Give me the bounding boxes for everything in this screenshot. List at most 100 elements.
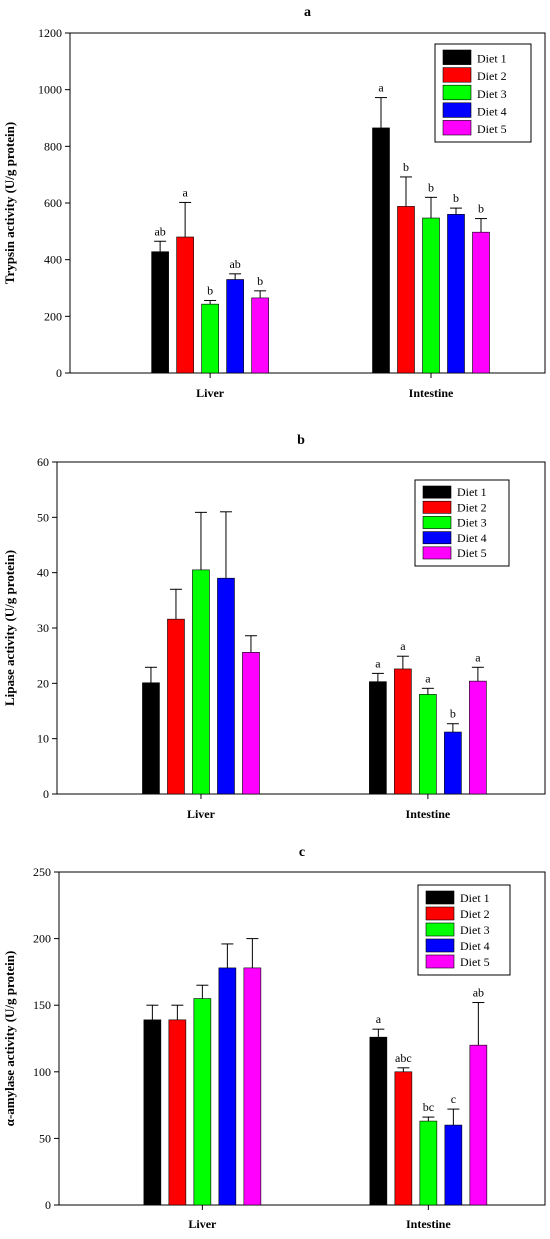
significance-label: a — [375, 656, 381, 670]
bar — [444, 1124, 463, 1206]
significance-label: a — [376, 1012, 382, 1026]
bar — [251, 297, 269, 374]
category-label: Intestine — [406, 807, 451, 821]
significance-label: a — [475, 650, 481, 664]
legend-swatch — [425, 938, 455, 953]
legend-swatch — [422, 500, 452, 514]
significance-label: ab — [473, 986, 484, 1000]
legend-entry: Diet 2 — [460, 907, 490, 921]
bar — [472, 231, 490, 374]
legend-entry: Diet 5 — [460, 955, 490, 969]
bar — [394, 1071, 413, 1206]
significance-label: b — [207, 283, 213, 297]
legend-swatch — [425, 906, 455, 921]
bar — [142, 682, 160, 795]
significance-label: a — [425, 671, 431, 685]
y-axis-label: Trypsin activity (U/g protein) — [2, 122, 17, 284]
bar — [217, 577, 235, 795]
y-tick-label: 400 — [44, 253, 62, 267]
legend-entry: Diet 1 — [477, 52, 507, 66]
panel-title: a — [304, 5, 311, 20]
y-tick-label: 20 — [37, 676, 49, 690]
bar — [444, 731, 462, 795]
y-tick-label: 600 — [44, 196, 62, 210]
bar — [168, 1019, 187, 1206]
legend-swatch — [442, 49, 472, 65]
legend-entry: Diet 3 — [460, 923, 490, 937]
significance-label: b — [450, 707, 456, 721]
y-tick-label: 150 — [33, 998, 51, 1012]
bar — [192, 569, 210, 795]
legend-swatch — [425, 922, 455, 937]
bar — [469, 680, 487, 795]
y-tick-label: 1200 — [38, 26, 62, 40]
bar — [242, 652, 260, 795]
y-tick-label: 30 — [37, 621, 49, 635]
y-axis-label: α-amylase activity (U/g protein) — [2, 951, 17, 1127]
y-tick-label: 60 — [37, 455, 49, 469]
legend-entry: Diet 4 — [460, 939, 490, 953]
bar — [151, 251, 169, 374]
significance-label: c — [451, 1092, 456, 1106]
legend-entry: Diet 2 — [457, 500, 487, 514]
legend-entry: Diet 1 — [457, 485, 487, 499]
y-tick-label: 40 — [37, 566, 49, 580]
legend-entry: Diet 3 — [477, 87, 507, 101]
legend-entry: Diet 3 — [457, 516, 487, 530]
legend-swatch — [422, 546, 452, 560]
bar — [167, 618, 185, 795]
panel-title: c — [299, 845, 305, 860]
category-label: Liver — [188, 1217, 217, 1231]
bar — [226, 279, 244, 374]
y-tick-label: 0 — [56, 366, 62, 380]
legend-swatch — [442, 84, 472, 101]
y-tick-label: 200 — [33, 932, 51, 946]
y-tick-label: 1000 — [38, 83, 62, 97]
bar — [369, 681, 387, 795]
significance-label: a — [378, 81, 384, 95]
y-tick-label: 100 — [33, 1065, 51, 1079]
y-tick-label: 250 — [33, 865, 51, 879]
y-tick-label: 50 — [39, 1131, 51, 1145]
legend-entry: Diet 5 — [457, 546, 487, 560]
bar — [201, 303, 219, 374]
legend-swatch — [442, 120, 472, 136]
legend-swatch — [442, 67, 472, 83]
significance-label: b — [403, 160, 409, 174]
legend-entry: Diet 2 — [477, 69, 507, 83]
category-label: Intestine — [409, 386, 454, 400]
significance-label: a — [182, 185, 188, 199]
legend-swatch — [422, 531, 452, 545]
bar — [218, 967, 237, 1206]
bar — [176, 236, 194, 374]
plot-frame — [58, 871, 546, 1206]
category-label: Liver — [196, 386, 225, 400]
y-tick-label: 0 — [43, 787, 49, 801]
bar — [419, 694, 437, 795]
significance-label: bc — [423, 1100, 434, 1114]
bar — [469, 1044, 488, 1206]
panel-title: b — [297, 433, 305, 448]
significance-label: b — [257, 274, 263, 288]
bar — [394, 668, 412, 795]
bar — [369, 1036, 388, 1206]
y-tick-label: 800 — [44, 139, 62, 153]
legend-swatch — [425, 954, 455, 969]
significance-label: ab — [154, 224, 165, 238]
bar — [419, 1120, 438, 1206]
legend-swatch — [422, 485, 452, 499]
legend-swatch — [422, 516, 452, 529]
panel-b: b 0 10 20 30 40 50 60 Lipase activity (U/g prote… — [2, 433, 546, 821]
category-label: Liver — [187, 807, 216, 821]
bar — [422, 217, 440, 374]
significance-label: ab — [229, 257, 240, 271]
legend-swatch — [442, 102, 472, 118]
significance-label: b — [478, 202, 484, 216]
bar — [193, 998, 212, 1206]
significance-label: a — [400, 639, 406, 653]
panel-a: a 0 200 400 600 800 1000 1200 Trypsin activity (… — [2, 5, 546, 400]
y-tick-label: 200 — [44, 309, 62, 323]
legend-entry: Diet 4 — [457, 531, 487, 545]
